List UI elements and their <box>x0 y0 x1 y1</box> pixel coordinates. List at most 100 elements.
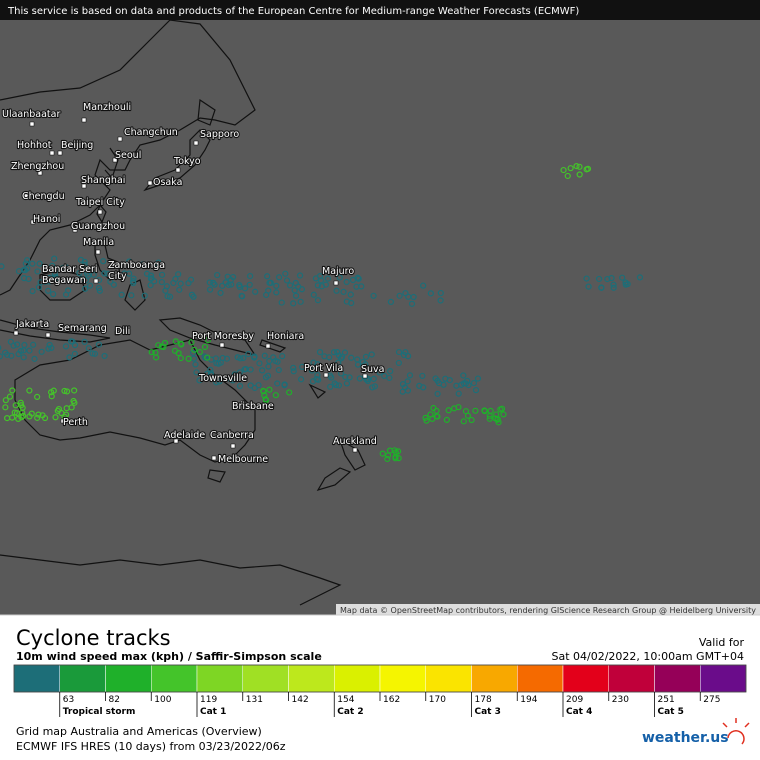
city-label: Jakarta <box>15 319 49 330</box>
track-point <box>161 339 169 347</box>
track-point <box>265 363 272 370</box>
track-point <box>188 339 195 346</box>
track-point <box>26 347 33 354</box>
track-point <box>175 350 182 357</box>
track-point <box>164 293 171 300</box>
track-point <box>567 165 574 172</box>
track-point <box>379 450 386 457</box>
attribution: Map data © OpenStreetMap contributors, r… <box>340 606 756 615</box>
track-point <box>260 388 267 395</box>
track-point <box>354 274 361 281</box>
scale-box <box>105 664 152 693</box>
city-label: Bandar Seri Begawan <box>42 264 98 286</box>
scale-tick-label: 162 <box>383 695 400 705</box>
track-point <box>13 410 21 417</box>
city-dot <box>93 278 99 284</box>
track-point <box>54 407 61 414</box>
track-point <box>90 271 97 278</box>
city-dot <box>219 342 225 348</box>
city-label: Changchun <box>124 127 178 138</box>
track-point <box>297 298 304 305</box>
city-dot <box>110 261 116 267</box>
track-point <box>619 274 626 281</box>
track-point <box>10 342 17 349</box>
track-point <box>348 354 355 361</box>
track-point <box>328 374 335 381</box>
track-point <box>255 382 262 389</box>
track-point <box>335 359 342 366</box>
track-point <box>316 273 324 280</box>
track-point <box>192 361 199 368</box>
track-point <box>247 382 254 389</box>
track-point <box>89 350 96 357</box>
track-point <box>299 363 306 370</box>
city-label: Perth <box>63 417 88 428</box>
logo[interactable]: weather.us <box>642 730 729 746</box>
city-label: Manzhouli <box>83 102 131 113</box>
cyclone-tracks <box>0 163 644 463</box>
track-point <box>402 290 409 297</box>
track-point <box>290 364 297 371</box>
scale-tick-label: 131 <box>246 695 263 705</box>
track-point <box>85 345 92 352</box>
city-label: Beijing <box>61 140 93 151</box>
scale-tick-label: 119 <box>200 695 217 705</box>
track-point <box>384 455 391 463</box>
legend-subtitle: 10m wind speed max (kph) / Saffir-Simpso… <box>16 650 322 663</box>
track-point <box>155 342 162 349</box>
scale-box <box>654 664 701 693</box>
track-point <box>219 282 226 289</box>
track-point <box>278 299 285 306</box>
valid-time: Sat 04/02/2022, 10:00am GMT+04 <box>551 650 744 663</box>
color-scale: 63 82 100 119 131 142 154 162 170 178 194 209 230 251… <box>13 664 747 717</box>
city-label: Zamboanga City <box>108 260 165 282</box>
track-point <box>38 348 45 355</box>
city-label: Taipei City <box>75 197 125 208</box>
track-point <box>481 407 488 414</box>
track-point <box>295 283 302 290</box>
track-point <box>238 292 245 299</box>
track-point <box>273 282 280 289</box>
track-point <box>573 163 580 170</box>
model-run: ECMWF IFS HRES (10 days) from 03/23/2022… <box>16 740 286 753</box>
track-point <box>35 411 42 418</box>
scale-box <box>517 664 564 693</box>
scale-box <box>471 664 518 693</box>
track-point <box>217 359 224 366</box>
track-point <box>286 389 293 396</box>
coastlines <box>0 19 366 606</box>
track-point <box>290 300 297 307</box>
track-point <box>52 274 59 282</box>
track-point <box>370 375 377 382</box>
city-dot <box>240 400 246 406</box>
track-point <box>279 353 286 360</box>
track-point <box>175 271 182 278</box>
track-point <box>400 351 408 359</box>
track-point <box>604 275 611 283</box>
track-point <box>217 289 224 297</box>
track-point <box>191 346 198 353</box>
track-point <box>399 388 406 395</box>
city-dot <box>45 332 51 338</box>
track-point <box>585 283 592 290</box>
city-dot <box>147 180 153 186</box>
track-point <box>29 288 36 295</box>
city-label: Shanghai <box>81 175 125 186</box>
city-dot <box>265 343 271 349</box>
track-point <box>20 354 27 361</box>
scale-box <box>700 664 747 693</box>
track-point <box>326 354 333 361</box>
track-point <box>446 376 453 384</box>
track-point <box>371 383 378 390</box>
track-point <box>341 349 349 356</box>
track-point <box>252 288 259 295</box>
city-label: Hanoi <box>33 214 60 225</box>
banner-text: This service is based on data and produc… <box>7 6 579 17</box>
track-point <box>259 367 266 374</box>
map-background <box>0 0 760 615</box>
track-point <box>71 399 78 406</box>
track-point <box>236 369 243 376</box>
track-point <box>29 260 36 267</box>
track-point <box>274 358 281 365</box>
track-point <box>166 293 174 300</box>
